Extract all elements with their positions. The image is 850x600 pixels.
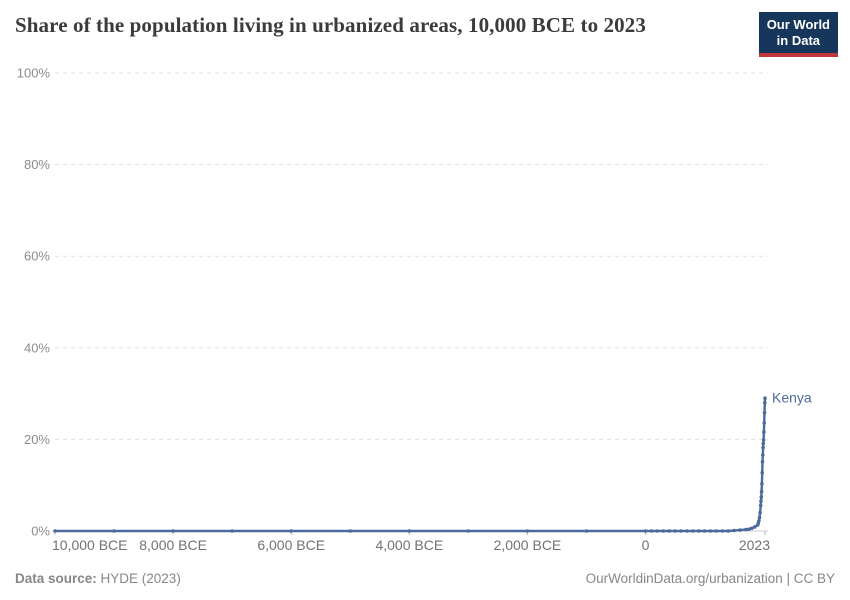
data-point-marker bbox=[655, 529, 660, 533]
data-point-marker bbox=[753, 525, 757, 529]
data-point-marker bbox=[289, 529, 294, 533]
data-point-marker bbox=[691, 529, 695, 533]
credit-link[interactable]: OurWorldinData.org/urbanization | CC BY bbox=[585, 571, 835, 586]
data-point-marker bbox=[696, 529, 701, 533]
data-point-marker bbox=[760, 471, 764, 475]
data-point-marker bbox=[661, 529, 666, 533]
data-point-marker bbox=[714, 529, 719, 533]
data-point-marker bbox=[757, 515, 762, 520]
y-axis-tick-label: 0% bbox=[31, 524, 50, 539]
logo-text-line2: in Data bbox=[776, 32, 821, 48]
data-point-marker bbox=[761, 445, 765, 450]
data-point-marker bbox=[762, 430, 766, 434]
series-line-kenya bbox=[53, 397, 767, 533]
x-axis-tick-label: 2023 bbox=[739, 537, 770, 553]
data-point-marker bbox=[732, 528, 736, 533]
x-axis-tick-label: 8,000 BCE bbox=[139, 537, 207, 553]
data-point-marker bbox=[720, 529, 725, 533]
owid-logo[interactable]: Our World in Data bbox=[758, 12, 838, 57]
data-point-marker bbox=[760, 482, 764, 486]
data-point-marker bbox=[738, 528, 742, 532]
data-point-marker bbox=[673, 529, 677, 533]
y-axis-tick-label: 80% bbox=[24, 157, 50, 172]
x-axis-tick-label: 6,000 BCE bbox=[257, 537, 325, 553]
data-point-marker bbox=[53, 529, 57, 533]
data-point-marker bbox=[761, 438, 766, 442]
data-source-value: HYDE (2023) bbox=[96, 571, 181, 586]
y-axis-tick-label: 60% bbox=[24, 249, 50, 264]
data-point-marker bbox=[702, 529, 707, 533]
data-point-marker bbox=[171, 529, 175, 533]
data-point-marker bbox=[685, 529, 689, 533]
data-point-marker bbox=[758, 503, 763, 508]
data-point-marker bbox=[759, 495, 764, 499]
data-point-marker bbox=[525, 529, 530, 533]
data-point-marker bbox=[466, 529, 471, 533]
data-point-marker bbox=[761, 453, 765, 457]
data-point-marker bbox=[348, 529, 353, 533]
data-point-marker bbox=[112, 529, 116, 533]
data-point-marker bbox=[708, 529, 713, 533]
data-source-note: Data source: HYDE (2023) bbox=[15, 571, 181, 586]
data-point-marker bbox=[757, 519, 761, 523]
x-axis-tick-label: 0 bbox=[642, 537, 650, 553]
y-axis-tick-label: 100% bbox=[17, 66, 51, 81]
data-point-marker bbox=[760, 460, 765, 464]
data-point-marker bbox=[763, 396, 767, 401]
data-point-marker bbox=[643, 529, 648, 533]
chart-footer: Data source: HYDE (2023) OurWorldinData.… bbox=[15, 571, 835, 586]
data-point-marker bbox=[758, 510, 762, 515]
y-axis-tick-label: 20% bbox=[24, 432, 50, 447]
chart-title: Share of the population living in urbani… bbox=[15, 13, 646, 37]
data-point-marker bbox=[759, 499, 763, 504]
x-axis-tick-label: 10,000 BCE bbox=[52, 537, 128, 553]
data-point-marker bbox=[763, 401, 767, 405]
data-point-marker bbox=[750, 526, 754, 531]
data-point-marker bbox=[407, 529, 412, 533]
data-point-marker bbox=[744, 527, 748, 532]
data-point-marker bbox=[649, 529, 654, 533]
data-point-marker bbox=[230, 529, 234, 533]
data-point-marker bbox=[726, 529, 730, 533]
data-source-label: Data source: bbox=[15, 571, 97, 586]
data-point-marker bbox=[667, 529, 671, 533]
data-point-marker bbox=[762, 421, 766, 425]
data-point-marker bbox=[584, 529, 589, 533]
x-axis-tick-label: 2,000 BCE bbox=[494, 537, 562, 553]
data-point-marker bbox=[759, 489, 764, 494]
logo-text-line1: Our World bbox=[766, 17, 830, 32]
x-axis-tick-label: 4,000 BCE bbox=[375, 537, 443, 553]
y-axis-tick-label: 40% bbox=[24, 340, 50, 355]
data-point-marker bbox=[747, 527, 751, 531]
data-point-marker bbox=[679, 529, 683, 533]
series-label-kenya[interactable]: Kenya bbox=[772, 390, 812, 406]
data-point-marker bbox=[761, 441, 766, 446]
data-point-marker bbox=[762, 411, 767, 415]
